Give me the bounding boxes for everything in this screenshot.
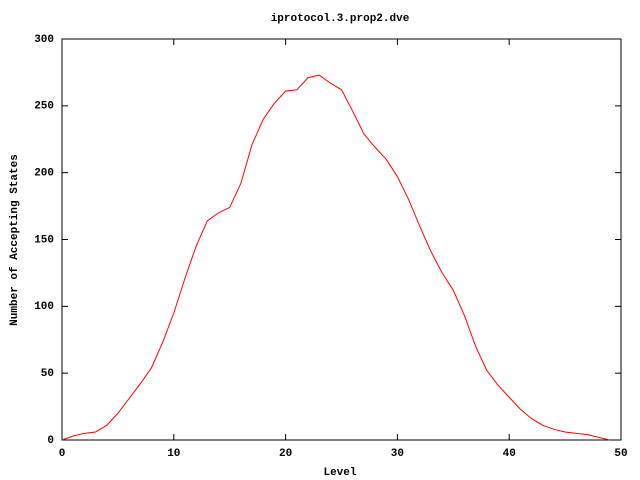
x-tick-label: 10 <box>167 448 180 460</box>
y-tick-label: 50 <box>41 368 54 380</box>
x-tick-label: 50 <box>614 448 627 460</box>
y-tick-label: 200 <box>34 168 54 180</box>
x-tick-label: 40 <box>503 448 516 460</box>
data-line <box>61 74 610 441</box>
y-axis-label: Number of Accepting States <box>9 154 21 326</box>
y-tick-label: 100 <box>34 301 54 313</box>
x-tick-label: 0 <box>59 448 66 460</box>
y-tick-label: 250 <box>34 101 54 113</box>
plot-border <box>61 38 622 441</box>
y-tick-label: 300 <box>34 34 54 46</box>
chart-title: iprotocol.3.prop2.dve <box>271 13 410 25</box>
y-tick-label: 0 <box>47 435 54 447</box>
x-axis-label: Level <box>323 467 356 479</box>
x-tick-label: 20 <box>279 448 292 460</box>
x-tick-label: 30 <box>391 448 404 460</box>
y-tick-label: 150 <box>34 234 54 246</box>
